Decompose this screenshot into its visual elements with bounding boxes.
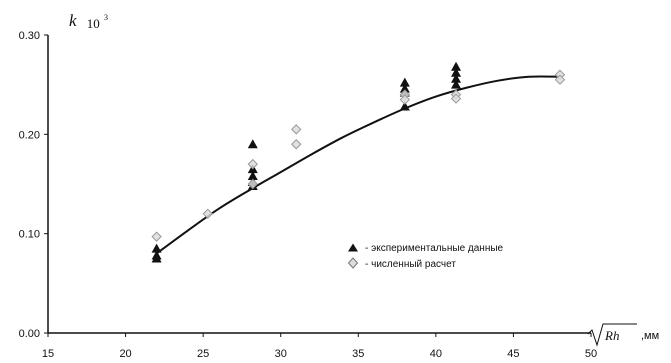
x-tick-label: 25 [197, 348, 209, 360]
data-point-triangle [247, 139, 258, 149]
data-point-triangle [399, 77, 410, 87]
data-point-triangle [451, 79, 462, 89]
data-point-diamond [247, 178, 258, 190]
y-tick-label: 0.00 [19, 328, 40, 340]
x-tick-label: 35 [352, 348, 364, 360]
data-point-diamond [399, 94, 411, 105]
y-axis-title-power: 3 [104, 13, 108, 22]
data-point-triangle [399, 101, 410, 111]
x-axis-title: Rh ,мм [587, 323, 659, 347]
data-markers [151, 61, 566, 263]
y-tick-label: 0.10 [19, 229, 40, 241]
legend-item-numerical: - численный расчет [347, 257, 456, 270]
data-point-diamond [151, 231, 162, 242]
x-tick-label: 50 [585, 348, 597, 360]
legend-label-numerical: - численный расчет [365, 259, 456, 270]
legend-triangle-icon [348, 243, 358, 252]
fit-curve-line [156, 75, 560, 255]
data-point-triangle [451, 73, 462, 83]
x-tick-label: 30 [275, 348, 287, 360]
x-tick-label: 20 [119, 348, 131, 360]
data-point-diamond [291, 124, 302, 135]
data-point-diamond [450, 93, 462, 104]
y-axis-title-scale: 10 [87, 16, 100, 31]
x-tick-label: 45 [507, 348, 519, 360]
data-point-triangle [247, 171, 258, 181]
axes [47, 35, 591, 334]
data-point-triangle [451, 67, 462, 77]
x-axis-title-unit: ,мм [641, 330, 659, 342]
data-point-diamond [247, 158, 258, 170]
legend-diamond-icon [347, 257, 359, 269]
y-tick-label: 0.30 [19, 30, 40, 42]
x-tick-label: 40 [430, 348, 442, 360]
data-point-triangle [151, 243, 162, 253]
x-axis-title-rh: Rh [604, 328, 619, 343]
legend: - экспериментальные данные - численный р… [347, 243, 504, 270]
fit-curve [156, 75, 560, 255]
legend-label-experimental: - экспериментальные данные [365, 243, 504, 254]
data-point-triangle [451, 61, 462, 71]
data-point-diamond [554, 74, 566, 85]
data-point-diamond [291, 139, 302, 150]
data-point-triangle [151, 253, 162, 263]
y-axis-title: k 10 3 [69, 11, 108, 32]
y-axis-title-k: k [69, 11, 77, 30]
y-tick-label: 0.20 [19, 129, 40, 141]
sqrt-sign-icon [587, 323, 637, 347]
x-tick-label: 15 [42, 348, 54, 360]
data-point-diamond [202, 208, 214, 220]
x-ticks: 15 20 25 30 35 40 45 50 [42, 333, 597, 360]
y-ticks: 0.00 0.10 0.20 0.30 [19, 30, 48, 340]
legend-item-experimental: - экспериментальные данные [348, 243, 504, 254]
